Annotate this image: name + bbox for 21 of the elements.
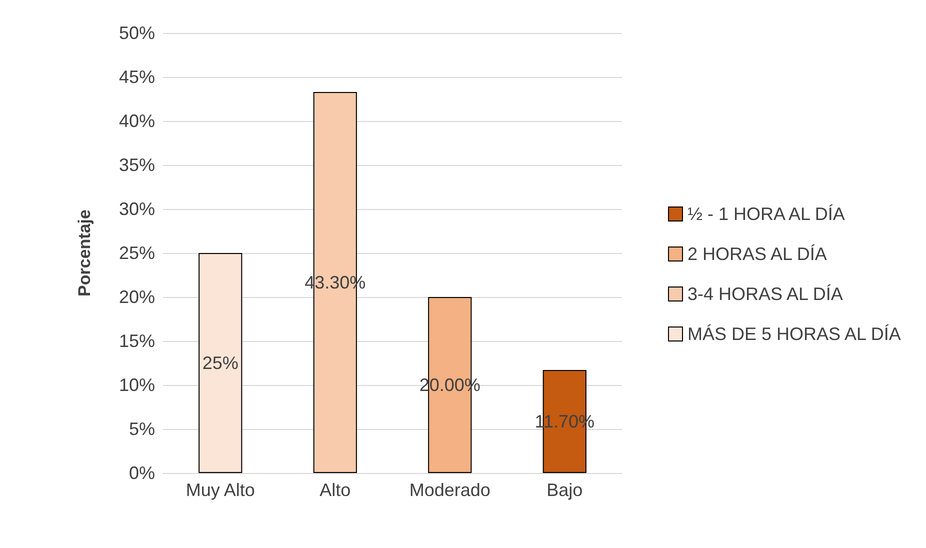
y-tick-label: 15%	[118, 331, 155, 351]
legend-label: ½ - 1 HORA AL DÍA	[688, 204, 845, 224]
y-tick-label: 35%	[118, 155, 155, 175]
y-tick-label: 5%	[128, 419, 155, 439]
legend-label: 2 HORAS AL DÍA	[688, 244, 827, 264]
y-tick-label: 45%	[118, 67, 155, 87]
y-tick-label: 0%	[128, 463, 155, 483]
x-tick-label: Bajo	[546, 480, 583, 500]
legend-label: MÁS DE 5 HORAS AL DÍA	[688, 324, 901, 344]
y-tick-label: 50%	[118, 23, 155, 43]
y-tick-label: 20%	[118, 287, 155, 307]
data-label: 25%	[202, 353, 238, 373]
legend-label: 3-4 HORAS AL DÍA	[688, 284, 843, 304]
x-tick-label: Muy Alto	[186, 480, 255, 500]
y-tick-label: 25%	[118, 243, 155, 263]
y-tick-label: 10%	[118, 375, 155, 395]
x-tick-label: Moderado	[409, 480, 490, 500]
y-axis-title: Porcentaje	[75, 210, 94, 296]
y-tick-label: 30%	[118, 199, 155, 219]
y-tick-label: 40%	[118, 111, 155, 131]
x-tick-label: Alto	[320, 480, 351, 500]
